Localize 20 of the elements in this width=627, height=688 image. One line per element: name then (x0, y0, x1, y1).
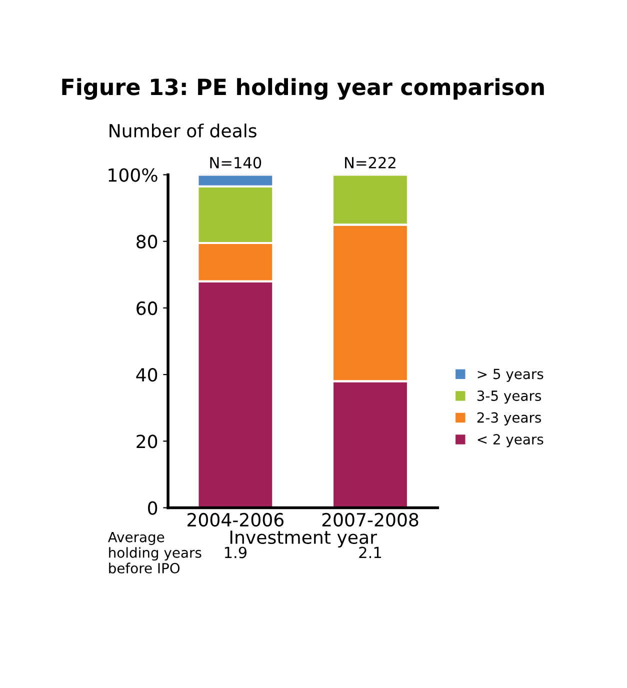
y-tick-label: 40 (136, 368, 158, 382)
text: Average holding years before IPO (108, 532, 202, 574)
y-tick-label: 60 (136, 301, 158, 316)
y-axis-title: Number of deals (110, 124, 256, 138)
text: 2.1 (359, 546, 381, 558)
y-tick-label: 80 (136, 234, 158, 248)
x-tick-label: 2007-2008 (322, 512, 418, 527)
y-tick-label: 100% (108, 168, 158, 182)
text: 1.9 (224, 546, 247, 558)
legend-label: 2-3 years (477, 412, 542, 426)
legend-label: 3-5 years (477, 390, 542, 404)
x-tick-label: 2004-2006 (188, 512, 284, 527)
legend-label: < 2 years (478, 434, 544, 448)
y-tick-label: 20 (136, 434, 158, 448)
x-axis-title: Investment year (230, 530, 377, 548)
legend-label: > 5 years (478, 368, 544, 382)
annotation: N=140 (210, 156, 262, 168)
y-tick-label: 0 (148, 501, 158, 515)
chart-title: Figure 13: PE holding year comparison (62, 78, 544, 100)
annotation: N=222 (345, 156, 396, 168)
